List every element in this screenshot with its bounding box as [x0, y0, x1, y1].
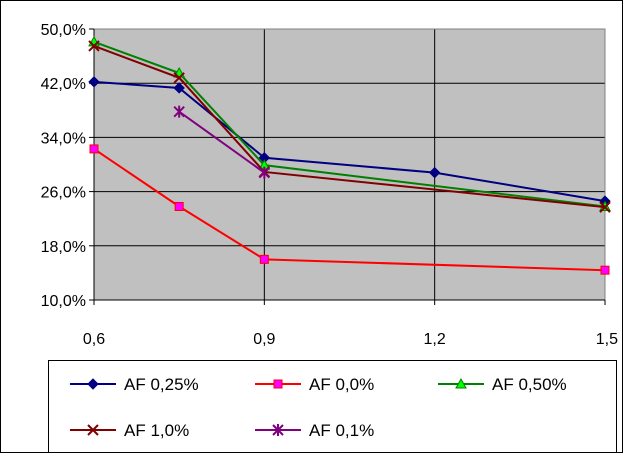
- series-1: [89, 144, 610, 275]
- x-tick-label: 0,6: [83, 331, 105, 348]
- y-tick-label: 34,0%: [41, 130, 86, 147]
- legend-box: [48, 360, 617, 453]
- data-point: [600, 265, 610, 275]
- data-point-stroke: [173, 72, 185, 84]
- data-point-stroke: [88, 40, 100, 52]
- series-line: [93, 45, 606, 209]
- legend-swatch-marker: [273, 379, 283, 389]
- series-line: [93, 148, 606, 272]
- data-point-stroke: [599, 201, 611, 213]
- data-point: [259, 254, 269, 264]
- data-point: [173, 72, 185, 84]
- legend-label: AF 0,0%: [309, 375, 374, 394]
- y-tick-label: 42,0%: [41, 76, 86, 93]
- legend-swatch-marker: [455, 377, 467, 389]
- legend-swatch-marker: [87, 378, 99, 390]
- legend-label: AF 0,50%: [492, 375, 567, 394]
- legend-swatch-marker-stroke: [87, 424, 99, 436]
- series-line: [93, 40, 606, 208]
- legend-swatch-marker: [87, 424, 99, 436]
- legend-swatch-marker: [272, 424, 284, 436]
- data-point: [173, 82, 185, 94]
- data-point: [174, 202, 184, 212]
- data-point: [89, 144, 99, 154]
- legend-item: AF 1,0%: [70, 421, 189, 440]
- data-point: [173, 105, 185, 118]
- y-tick-label: 18,0%: [41, 239, 86, 256]
- legend-label: AF 1,0%: [124, 421, 189, 440]
- legend: AF 0,25% AF 0,0% AF 0,50% AF 1,0% AF 0,1%: [48, 360, 617, 453]
- legend-label: AF 0,1%: [309, 421, 374, 440]
- series-line: [178, 110, 265, 174]
- x-tick-label: 1,2: [424, 331, 446, 348]
- data-point: [428, 166, 441, 179]
- legend-item: AF 0,0%: [255, 375, 374, 394]
- legend-item: AF 0,1%: [255, 421, 374, 440]
- legend-label: AF 0,25%: [124, 375, 199, 394]
- data-point: [599, 201, 611, 213]
- x-tick-label: 0,9: [253, 331, 275, 348]
- y-tick-label: 10,0%: [41, 293, 86, 310]
- y-tick-label: 50,0%: [41, 22, 86, 39]
- x-tick-label: 1,5: [596, 331, 618, 348]
- legend-item: AF 0,50%: [438, 375, 567, 394]
- series-4: [173, 105, 271, 179]
- data-point: [88, 40, 100, 52]
- y-tick-label: 26,0%: [41, 185, 86, 202]
- data-point: [258, 166, 271, 179]
- data-point: [88, 76, 100, 88]
- legend-item: AF 0,25%: [70, 375, 199, 394]
